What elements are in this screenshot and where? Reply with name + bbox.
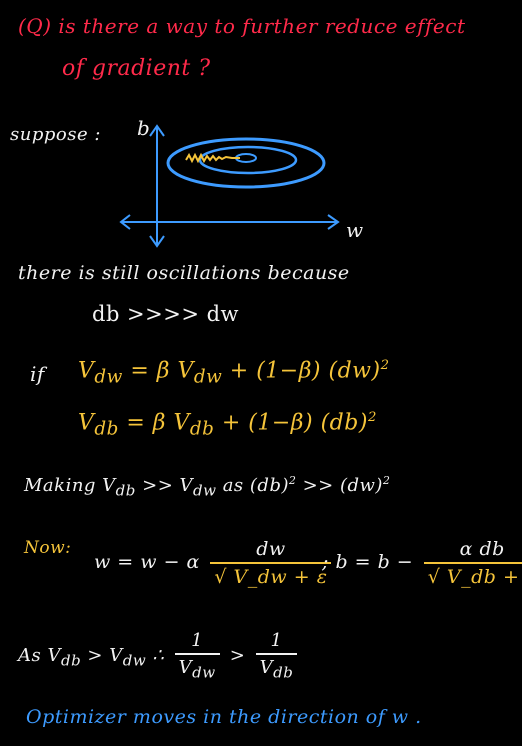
explanation-line-1: there is still oscillations because bbox=[18, 262, 350, 284]
question-line-2: of gradient ? bbox=[62, 56, 211, 81]
contour-middle bbox=[198, 145, 298, 175]
question-line-1: (Q) is there a way to further reduce eff… bbox=[18, 14, 466, 38]
final-statement: Optimizer moves in the direction of w . bbox=[26, 706, 422, 728]
x-axis-label: w bbox=[346, 218, 364, 242]
conclusion-line: As Vdb > Vdw ∴ 1 Vdw > 1 Vdb bbox=[18, 630, 301, 682]
diagram-label: suppose : bbox=[10, 124, 101, 145]
equation-vdb: Vdb = β Vdb + (1−β) (db)2 bbox=[78, 410, 377, 440]
contour-outer bbox=[166, 137, 326, 189]
equation-vdw: Vdw = β Vdw + (1−β) (dw)2 bbox=[78, 358, 390, 388]
explanation-line-2: db >>>> dw bbox=[92, 302, 240, 326]
y-axis-arrow-bottom bbox=[149, 235, 165, 248]
oscillation-path bbox=[185, 152, 240, 164]
now-label: Now: bbox=[24, 538, 72, 558]
x-axis-arrow-left bbox=[119, 214, 131, 230]
making-line: Making Vdb >> Vdw as (db)2 >> (dw)2 bbox=[24, 474, 391, 500]
w-update: w = w − α dw √ V_dw + ε bbox=[94, 538, 335, 588]
y-axis-label: b bbox=[137, 116, 151, 140]
b-update: ; b = b − α db √ V_db + ε bbox=[322, 538, 522, 588]
y-axis-arrow-top bbox=[149, 124, 165, 137]
if-label: if bbox=[30, 362, 45, 386]
x-axis-arrow-right bbox=[327, 214, 340, 230]
